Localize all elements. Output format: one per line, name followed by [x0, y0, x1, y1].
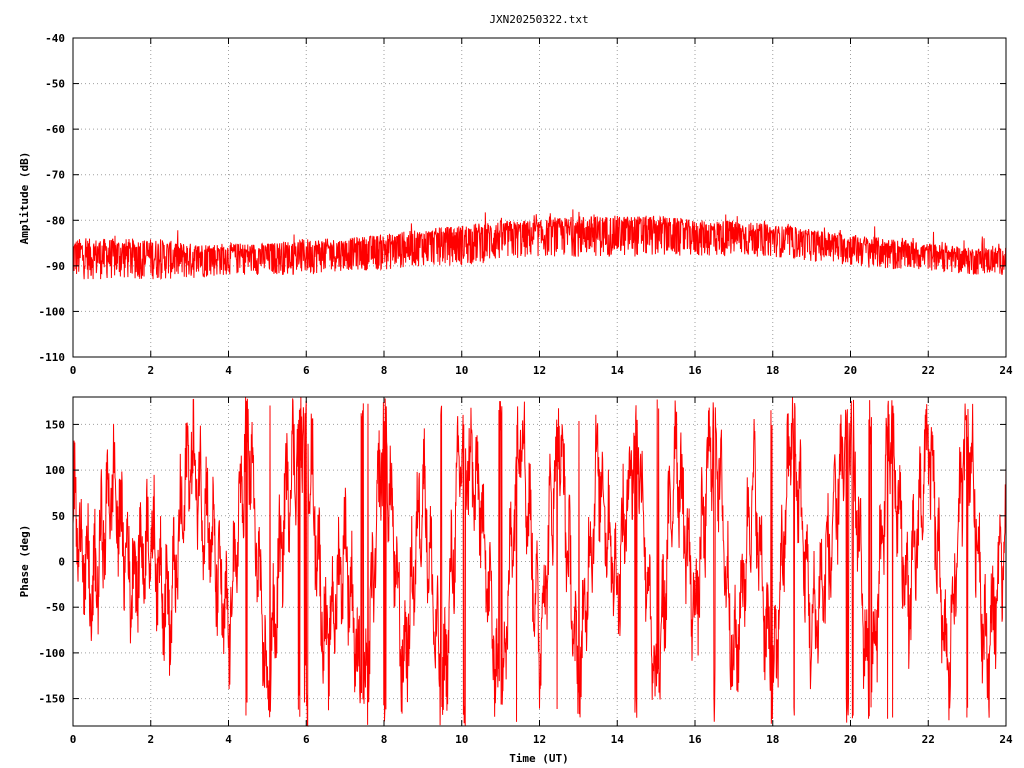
amplitude-series: [72, 209, 1007, 280]
phase-x-tick-label: 22: [922, 733, 935, 746]
phase-x-tick-label: 18: [766, 733, 779, 746]
phase-y-axis-label: Phase (deg): [18, 525, 31, 598]
amplitude-x-tick-label: 10: [455, 364, 468, 377]
amplitude-x-tick-label: 6: [303, 364, 310, 377]
phase-x-tick-label: 16: [688, 733, 702, 746]
phase-y-tick-label: -150: [39, 693, 66, 706]
figure-title: JXN20250322.txt: [489, 13, 588, 26]
amplitude-x-tick-label: 4: [225, 364, 232, 377]
amplitude-series-line: [72, 209, 1007, 280]
amplitude-y-tick-label: -80: [45, 214, 65, 227]
phase-series-line: [72, 397, 1007, 728]
phase-x-tick-label: 10: [455, 733, 468, 746]
amplitude-x-tick-label: 0: [70, 364, 77, 377]
amplitude-y-tick-label: -70: [45, 169, 65, 182]
amplitude-x-tick-label: 24: [999, 364, 1013, 377]
phase-x-tick-label: 24: [999, 733, 1013, 746]
amplitude-x-tick-label: 22: [922, 364, 935, 377]
phase-y-tick-label: 50: [52, 510, 65, 523]
phase-x-tick-label: 8: [381, 733, 388, 746]
phase-x-tick-label: 20: [844, 733, 857, 746]
amplitude-y-tick-label: -90: [45, 260, 65, 273]
amplitude-x-tick-label: 12: [533, 364, 546, 377]
amplitude-x-tick-label: 20: [844, 364, 857, 377]
phase-x-tick-label: 0: [70, 733, 77, 746]
phase-y-tick-label: -100: [39, 647, 66, 660]
phase-series: [72, 397, 1007, 728]
phase-x-tick-label: 14: [611, 733, 625, 746]
x-axis-label: Time (UT): [509, 752, 569, 765]
phase-x-tick-label: 6: [303, 733, 310, 746]
amplitude-y-tick-label: -100: [39, 305, 66, 318]
phase-y-tick-label: 100: [45, 464, 65, 477]
phase-y-tick-label: 0: [58, 556, 65, 569]
phase-x-tick-label: 12: [533, 733, 546, 746]
phase-ticks: 0 2 4 6 8 10 12 14 16 18 20 22 24150100500-50-100-15…: [39, 397, 1013, 746]
phase-panel: 0 2 4 6 8 10 12 14 16 18 20 22 24150100500-50-100-15…: [18, 396, 1013, 765]
phase-y-tick-label: 150: [45, 418, 65, 431]
phase-x-tick-label: 4: [225, 733, 232, 746]
amplitude-x-tick-label: 2: [147, 364, 154, 377]
amplitude-x-tick-label: 14: [611, 364, 625, 377]
amplitude-x-tick-label: 16: [688, 364, 702, 377]
amplitude-y-tick-label: -110: [39, 351, 66, 364]
amplitude-x-tick-label: 8: [381, 364, 388, 377]
phase-y-tick-label: -50: [45, 601, 65, 614]
amplitude-panel: 0 2 4 6 8 10 12 14 16 18 20 22 24-40-50-60-70-80-90-…: [18, 32, 1013, 377]
amplitude-y-axis-label: Amplitude (dB): [18, 152, 31, 245]
amplitude-y-tick-label: -60: [45, 123, 65, 136]
amplitude-y-tick-label: -50: [45, 78, 65, 91]
amplitude-y-tick-label: -40: [45, 32, 65, 45]
amplitude-x-tick-label: 18: [766, 364, 779, 377]
phase-x-tick-label: 2: [147, 733, 154, 746]
amplitude-ticks: 0 2 4 6 8 10 12 14 16 18 20 22 24-40-50-60-70-80-90-…: [39, 32, 1013, 377]
